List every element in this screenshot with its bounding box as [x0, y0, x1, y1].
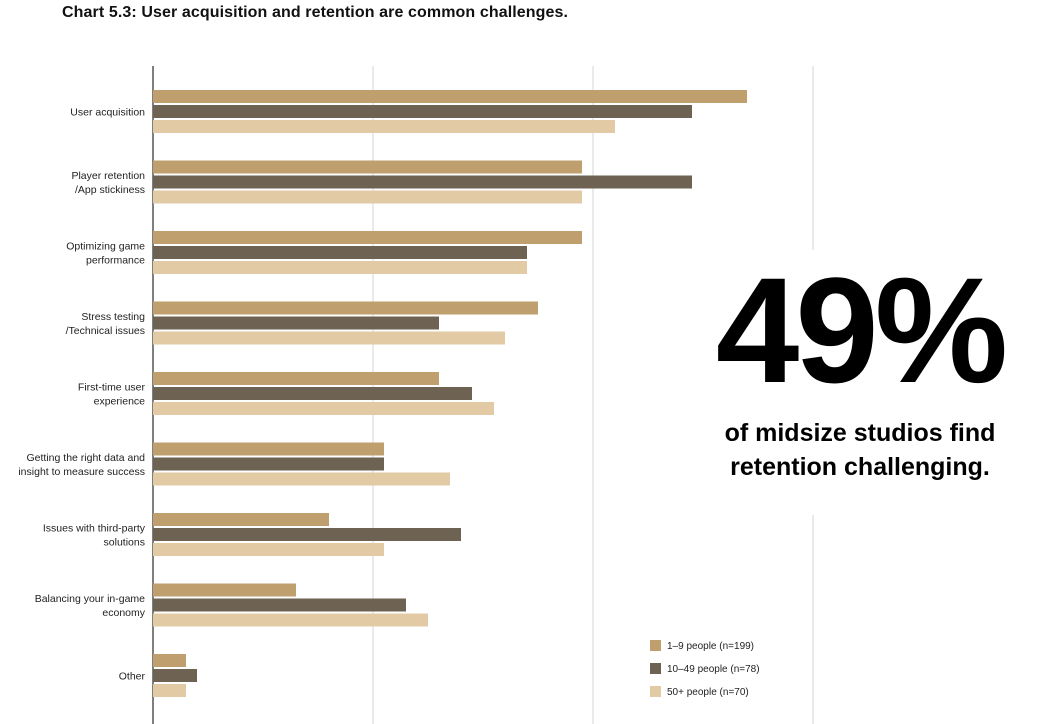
- bar: [153, 190, 582, 204]
- bar: [153, 231, 582, 244]
- category-label: User acquisition: [70, 107, 145, 119]
- bar: [153, 372, 439, 385]
- bar: [153, 246, 527, 259]
- bar: [153, 402, 494, 415]
- bar: [153, 316, 439, 330]
- category-label: Player retention/App stickiness: [71, 170, 145, 196]
- legend-label: 1–9 people (n=199): [667, 641, 754, 652]
- bar: [153, 528, 461, 541]
- bars: [153, 90, 747, 697]
- bar: [153, 442, 384, 456]
- bar: [153, 120, 615, 133]
- bar: [153, 513, 329, 526]
- bar: [153, 669, 197, 682]
- chart-title: Chart 5.3: User acquisition and retentio…: [62, 4, 569, 21]
- bar: [153, 654, 186, 667]
- bar: [153, 301, 538, 315]
- bar: [153, 613, 428, 627]
- legend: 1–9 people (n=199) 10–49 people (n=78) 50+…: [650, 640, 760, 698]
- callout-value: 49%: [715, 246, 1008, 414]
- bar: [153, 90, 747, 103]
- bar: [153, 684, 186, 697]
- bar: [153, 331, 505, 345]
- category-labels: User acquisition Player retention/App sti…: [18, 107, 145, 683]
- bar: [153, 457, 384, 471]
- category-label: Stress testing/Technical issues: [66, 311, 146, 337]
- legend-swatch: [650, 640, 661, 651]
- category-label: Getting the right data and insight to mea…: [18, 452, 145, 478]
- bar: [153, 105, 692, 118]
- bar: [153, 472, 450, 486]
- callout-line-2: retention challenging.: [730, 452, 990, 481]
- callout-line-1: of midsize studios find: [724, 419, 996, 447]
- bar: [153, 261, 527, 274]
- category-label: Other: [119, 671, 146, 683]
- bar: [153, 598, 406, 612]
- category-label: Optimizing game performance: [66, 241, 145, 267]
- legend-label: 10–49 people (n=78): [667, 664, 760, 675]
- category-label: Issues with third-party solutions: [43, 523, 146, 549]
- bar: [153, 160, 582, 174]
- bar: [153, 175, 692, 189]
- stat-callout: 49% of midsize studios find retention ch…: [660, 255, 1058, 485]
- bar: [153, 387, 472, 400]
- category-label: Balancing your in-game economy: [35, 593, 146, 619]
- legend-swatch: [650, 663, 661, 674]
- legend-swatch: [650, 686, 661, 697]
- category-label: First-time user experience: [78, 382, 146, 408]
- legend-label: 50+ people (n=70): [667, 687, 749, 698]
- bar: [153, 543, 384, 556]
- bar: [153, 583, 296, 597]
